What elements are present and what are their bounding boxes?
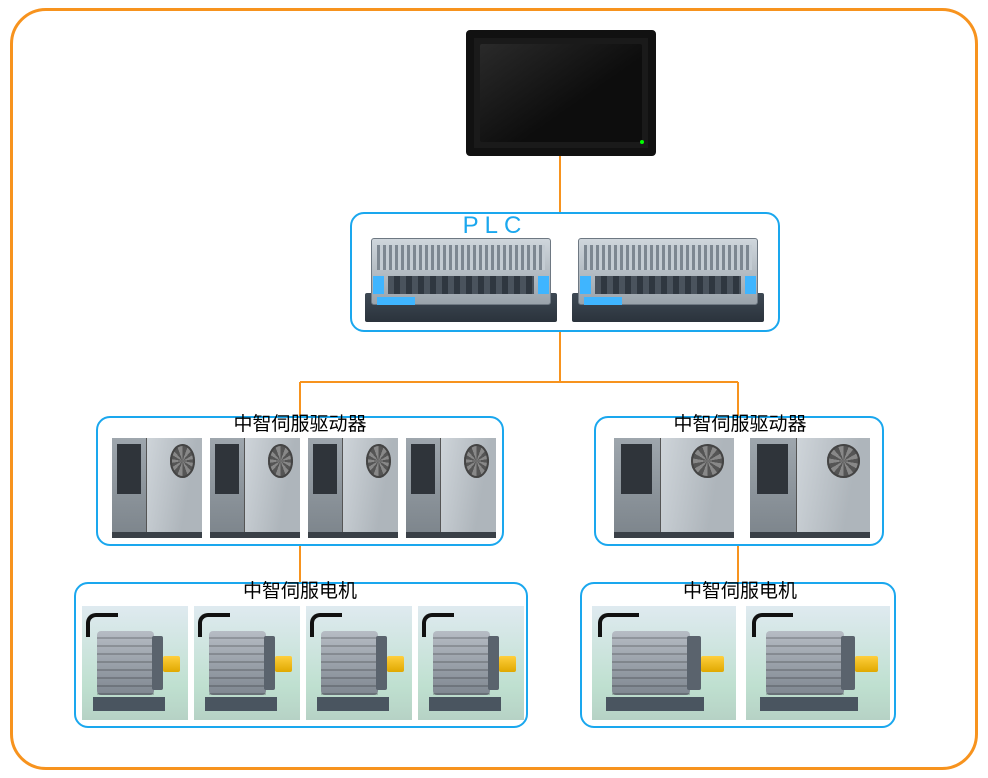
label-motor_left: 中智伺服电机: [205, 576, 395, 600]
plc-unit: [572, 238, 764, 322]
servo-motor: [194, 606, 300, 720]
servo-motor: [746, 606, 890, 720]
label-motor_right: 中智伺服电机: [645, 576, 835, 600]
servo-driver: [112, 438, 202, 538]
label-plc: PLC: [440, 212, 550, 240]
label-driver_right: 中智伺服驱动器: [640, 409, 840, 433]
servo-driver: [308, 438, 398, 538]
servo-motor: [306, 606, 412, 720]
diagram-canvas: PLC中智伺服驱动器中智伺服驱动器中智伺服电机中智伺服电机: [0, 0, 988, 778]
connector: [559, 156, 561, 212]
connector: [300, 381, 738, 383]
servo-motor: [418, 606, 524, 720]
servo-driver: [750, 438, 870, 538]
label-driver_left: 中智伺服驱动器: [200, 409, 400, 433]
servo-driver: [406, 438, 496, 538]
plc-unit: [365, 238, 557, 322]
servo-driver: [210, 438, 300, 538]
servo-driver: [614, 438, 734, 538]
connector: [559, 332, 561, 382]
hmi-panel: [466, 30, 656, 156]
servo-motor: [82, 606, 188, 720]
servo-motor: [592, 606, 736, 720]
